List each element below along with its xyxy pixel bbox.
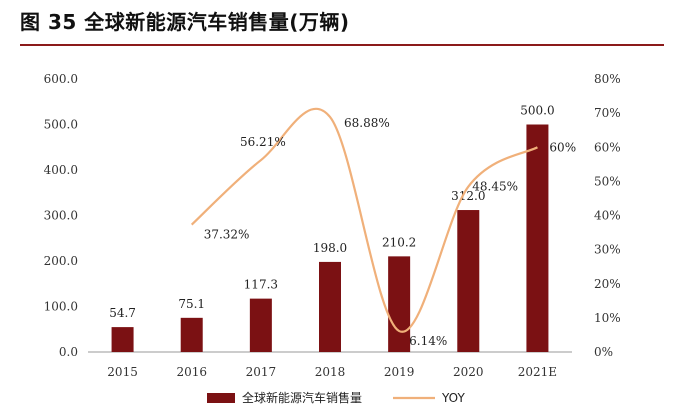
x-tick-label: 2015	[107, 365, 138, 379]
bar-value-label: 54.7	[109, 306, 136, 320]
yoy-value-label: 68.88%	[344, 116, 390, 130]
right-y-axis: 0% 10% 20% 30% 40% 50% 60% 70% 80%	[594, 72, 621, 359]
bar	[319, 261, 341, 352]
left-tick-label: 0.0	[59, 345, 78, 359]
left-y-axis: 0.0 100.0 200.0 300.0 400.0 500.0 600.0	[44, 72, 78, 359]
x-axis: 2015 2016 2017 2018 2019 2020 2021E	[88, 351, 572, 379]
chart-title: 图 35 全球新能源汽车销售量(万辆)	[20, 10, 350, 34]
left-tick-label: 100.0	[44, 300, 78, 314]
yoy-line	[190, 107, 538, 333]
bar	[249, 298, 272, 352]
left-tick-label: 300.0	[44, 209, 78, 223]
x-tick-label: 2019	[384, 365, 415, 379]
bar-value-label: 210.2	[382, 235, 416, 249]
bar-value-label: 198.0	[313, 241, 347, 255]
left-tick-label: 500.0	[44, 118, 78, 132]
left-tick-label: 200.0	[44, 254, 78, 268]
yoy-value-label: 6.14%	[409, 334, 447, 348]
x-tick-label: 2016	[176, 365, 207, 379]
yoy-value-label: 37.32%	[204, 228, 250, 242]
bar-value-label: 117.3	[244, 278, 278, 292]
left-tick-label: 400.0	[44, 163, 78, 177]
right-tick-label: 70%	[594, 106, 621, 120]
legend: 全球新能源汽车销售量 YOY	[207, 390, 465, 405]
title-divider	[20, 44, 664, 46]
legend-label-line: YOY	[441, 391, 465, 405]
yoy-data-labels: 37.32% 56.21% 68.88% 6.14% 48.45% 60%	[204, 116, 576, 348]
right-tick-label: 60%	[594, 140, 621, 154]
bar-value-label: 500.0	[520, 104, 554, 118]
bar-series	[111, 124, 549, 352]
right-tick-label: 0%	[594, 345, 613, 359]
right-tick-label: 10%	[594, 311, 621, 325]
bar-value-label: 75.1	[178, 297, 205, 311]
x-tick-label: 2018	[315, 365, 346, 379]
yoy-line-series	[190, 107, 538, 333]
yoy-value-label: 56.21%	[240, 135, 286, 149]
bar	[180, 317, 203, 352]
legend-swatch-bar	[207, 393, 235, 403]
x-tick-label: 2021E	[518, 365, 557, 379]
yoy-value-label: 48.45%	[472, 180, 518, 194]
yoy-value-label: 60%	[549, 140, 576, 154]
right-tick-label: 80%	[594, 72, 621, 86]
x-tick-label: 2020	[453, 365, 484, 379]
bar	[388, 256, 411, 352]
bar	[526, 124, 549, 352]
x-tick-label: 2017	[246, 365, 277, 379]
right-tick-label: 50%	[594, 174, 621, 188]
right-tick-label: 20%	[594, 277, 621, 291]
bar	[111, 327, 134, 352]
right-tick-label: 40%	[594, 209, 621, 223]
legend-label-bar: 全球新能源汽车销售量	[242, 390, 362, 405]
right-tick-label: 30%	[594, 243, 621, 257]
left-tick-label: 600.0	[44, 72, 78, 86]
bar	[457, 210, 480, 352]
